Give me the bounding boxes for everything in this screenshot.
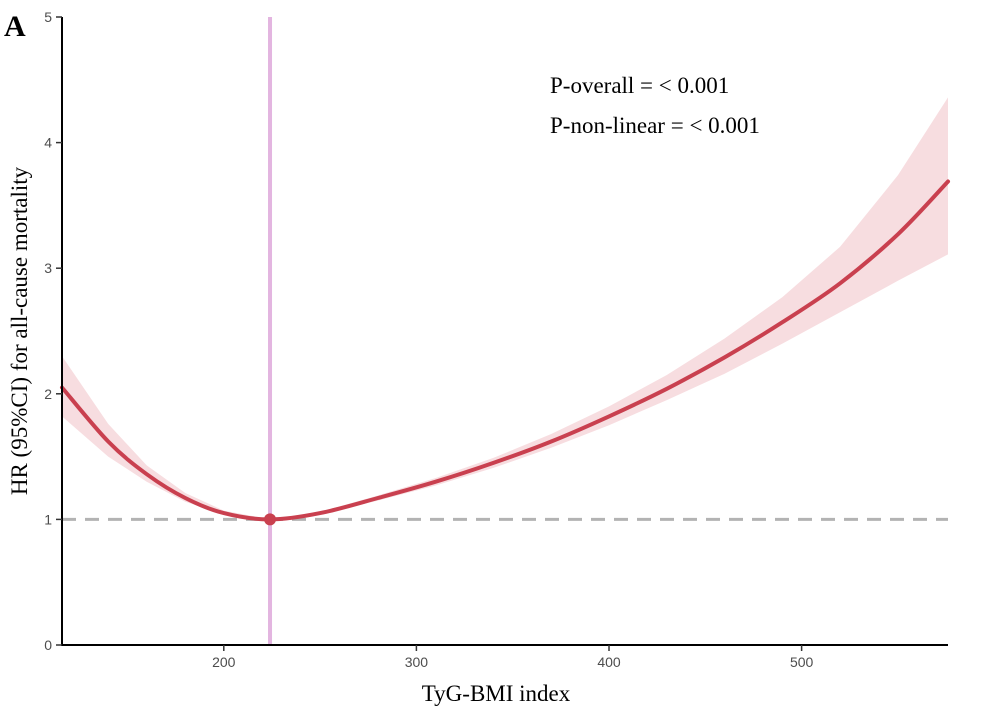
x-tick-label: 500	[790, 654, 814, 670]
y-tick-label: 4	[44, 135, 52, 151]
y-tick-label: 2	[44, 386, 52, 402]
y-tick-label: 1	[44, 511, 52, 527]
y-tick-label: 0	[44, 637, 52, 653]
p-nonlinear-annotation: P-non-linear = < 0.001	[550, 113, 760, 138]
x-axis-ticks: 200 300 400 500	[212, 645, 814, 670]
x-tick-label: 200	[212, 654, 236, 670]
y-tick-label: 3	[44, 260, 52, 276]
x-axis-title: TyG-BMI index	[422, 681, 571, 706]
panel-label: A	[4, 10, 26, 43]
reference-point	[264, 513, 277, 526]
y-tick-label: 5	[44, 9, 52, 25]
y-axis-title: HR (95%CI) for all-cause mortality	[7, 166, 32, 495]
p-overall-annotation: P-overall = < 0.001	[550, 73, 729, 98]
hr-curve	[60, 179, 950, 522]
x-tick-label: 300	[405, 654, 429, 670]
confidence-band	[62, 97, 948, 520]
x-tick-label: 400	[597, 654, 621, 670]
y-axis-ticks: 0 1 2 3 4 5	[44, 9, 62, 653]
plot-area	[60, 17, 950, 645]
